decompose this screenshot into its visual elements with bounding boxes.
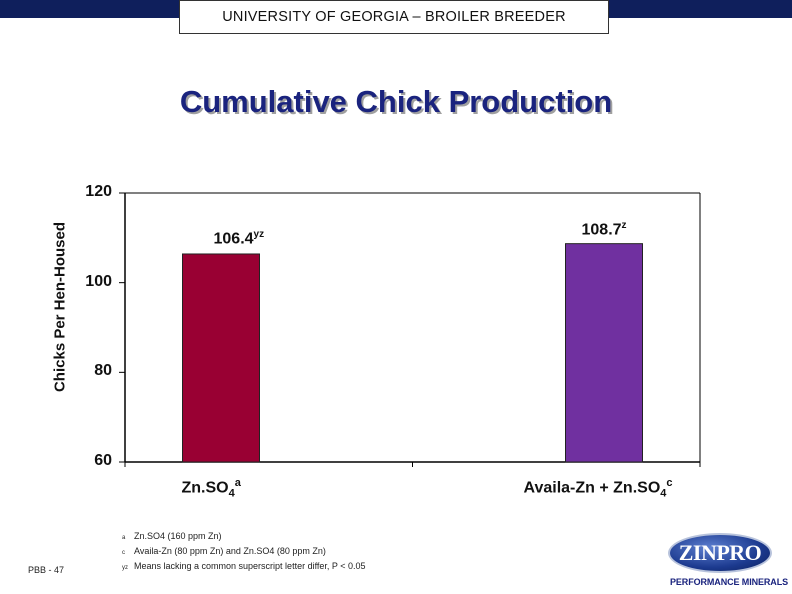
bar (565, 243, 643, 463)
data-label: 106.4yz (213, 229, 265, 248)
footnotes: a Zn.SO4 (160 ppm Zn) c Availa-Zn (80 pp… (122, 530, 366, 575)
footnote-marker: yz (122, 565, 128, 571)
logo-tagline: PERFORMANCE MINERALS (670, 577, 789, 587)
chart-title: Cumulative Chick Production (179, 84, 613, 119)
y-tick-label: 120 (85, 183, 112, 200)
data-label: 108.7z (581, 220, 627, 239)
footnote-text: Availa-Zn (80 ppm Zn) and Zn.SO4 (80 ppm… (134, 546, 326, 556)
footnote-text: Zn.SO4 (160 ppm Zn) (134, 531, 222, 541)
y-tick-label: 60 (94, 452, 112, 469)
chart-bars (182, 243, 643, 463)
header-banner-text: UNIVERSITY OF GEORGIA – BROILER BREEDER (222, 9, 566, 25)
bar (182, 253, 260, 463)
x-tick-label: Availa-Zn + Zn.SO4c (523, 477, 673, 500)
x-tick-label: Zn.SO4a (181, 477, 241, 500)
logo-wordmark: ZINPRO (668, 533, 772, 573)
zinpro-logo: ZINPRO PERFORMANCE MINERALS (668, 533, 790, 593)
y-tick-label: 80 (94, 362, 112, 380)
slide-id: PBB - 47 (28, 565, 65, 575)
y-tick-label: 100 (85, 272, 112, 290)
footnote-marker: a (122, 535, 126, 541)
footnote-item: a Zn.SO4 (160 ppm Zn) (122, 530, 366, 545)
footnote-item: c Availa-Zn (80 ppm Zn) and Zn.SO4 (80 p… (122, 545, 366, 560)
footnote-text: Means lacking a common superscript lette… (134, 561, 366, 571)
footnote-item: yz Means lacking a common superscript le… (122, 560, 366, 575)
header-banner: UNIVERSITY OF GEORGIA – BROILER BREEDER (179, 0, 609, 34)
footnote-marker: c (122, 550, 125, 556)
